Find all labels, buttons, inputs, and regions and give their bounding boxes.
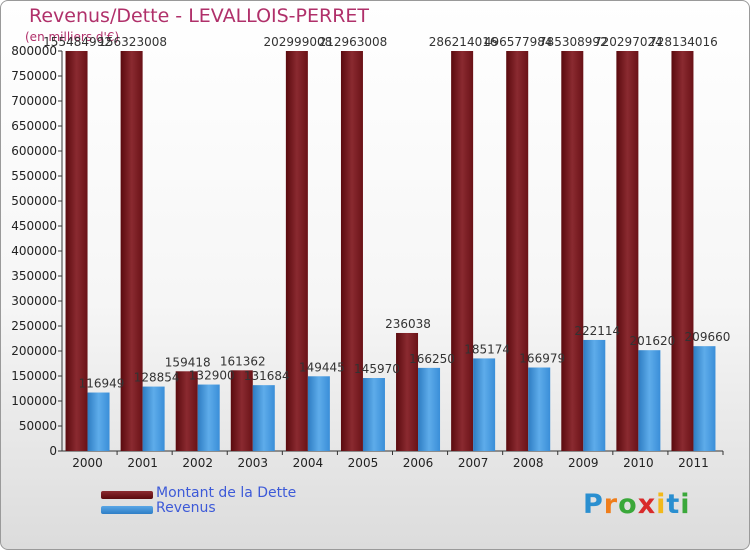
logo-letter: x bbox=[637, 489, 657, 520]
value-label-revenus-2001: 128854 bbox=[134, 371, 180, 385]
legend-label-dette: Montant de la Dette bbox=[156, 485, 297, 501]
logo-letter: i bbox=[656, 489, 667, 520]
legend-swatch-dette bbox=[101, 491, 153, 499]
chart-subtitle: (en milliers d'€) bbox=[25, 30, 120, 44]
legend-label-revenus: Revenus bbox=[156, 500, 216, 516]
bar-revenus-2009 bbox=[583, 339, 606, 451]
value-label-dette-2000: 155484992 bbox=[43, 35, 112, 49]
bar-revenus-2004 bbox=[307, 376, 330, 451]
logo-letter: o bbox=[618, 489, 638, 520]
bar-dette-2005 bbox=[340, 51, 363, 451]
x-tick-label: 2002 bbox=[182, 456, 213, 470]
bar-revenus-2002 bbox=[197, 384, 220, 451]
y-tick-label: 650000 bbox=[11, 119, 57, 133]
y-tick-label: 750000 bbox=[11, 69, 57, 83]
bar-revenus-2010 bbox=[638, 350, 661, 451]
bar-revenus-2006 bbox=[418, 367, 441, 451]
value-label-dette-2004: 202999008 bbox=[264, 35, 333, 49]
x-tick-label: 2000 bbox=[72, 456, 103, 470]
value-label-revenus-2002: 132900 bbox=[189, 369, 235, 383]
y-tick-label: 550000 bbox=[11, 169, 57, 183]
y-tick-label: 500000 bbox=[11, 194, 57, 208]
value-label-revenus-2003: 131684 bbox=[244, 369, 290, 383]
logo-letter: r bbox=[603, 489, 619, 520]
value-label-revenus-2008: 166979 bbox=[519, 352, 565, 366]
x-tick-label: 2011 bbox=[678, 456, 709, 470]
x-tick-label: 2007 bbox=[458, 456, 489, 470]
value-label-dette-2010: 720297024 bbox=[594, 35, 663, 49]
value-label-revenus-2004: 149445 bbox=[299, 360, 345, 374]
bar-revenus-2000 bbox=[87, 392, 110, 451]
bar-revenus-2011 bbox=[693, 346, 716, 451]
value-label-revenus-2007: 185174 bbox=[464, 342, 510, 356]
logo-letter: t bbox=[666, 489, 681, 520]
value-label-dette-2008: 496577984 bbox=[484, 35, 553, 49]
bar-dette-2000 bbox=[65, 51, 88, 451]
value-label-dette-2005: 212963008 bbox=[319, 35, 388, 49]
x-tick-label: 2003 bbox=[238, 456, 269, 470]
y-tick-label: 0 bbox=[49, 444, 57, 458]
y-tick-label: 800000 bbox=[11, 44, 57, 58]
bar-revenus-2008 bbox=[528, 367, 551, 451]
value-label-revenus-2009: 222114 bbox=[574, 324, 620, 338]
y-tick-label: 50000 bbox=[19, 419, 57, 433]
value-label-dette-2001: 156323008 bbox=[98, 35, 167, 49]
y-tick-label: 250000 bbox=[11, 319, 57, 333]
value-label-revenus-2005: 145970 bbox=[354, 362, 400, 376]
y-tick-label: 300000 bbox=[11, 294, 57, 308]
bar-dette-2008 bbox=[506, 51, 529, 451]
bar-dette-2003 bbox=[230, 370, 253, 451]
x-tick-label: 2005 bbox=[348, 456, 379, 470]
value-label-revenus-2006: 166250 bbox=[409, 352, 455, 366]
y-tick-label: 700000 bbox=[11, 94, 57, 108]
x-tick-label: 2006 bbox=[403, 456, 434, 470]
y-tick-label: 400000 bbox=[11, 244, 57, 258]
value-label-dette-2002: 159418 bbox=[165, 355, 211, 369]
bar-dette-2007 bbox=[451, 51, 474, 451]
proxiti-logo: Proxiti bbox=[583, 489, 691, 520]
y-tick-label: 600000 bbox=[11, 144, 57, 158]
y-tick-label: 150000 bbox=[11, 369, 57, 383]
x-tick-label: 2010 bbox=[623, 456, 654, 470]
bar-dette-2010 bbox=[616, 51, 639, 451]
bar-revenus-2005 bbox=[362, 378, 385, 451]
value-label-dette-2007: 286214016 bbox=[429, 35, 498, 49]
value-label-dette-2011: 728134016 bbox=[649, 35, 718, 49]
chart-bars bbox=[65, 51, 716, 451]
y-tick-label: 200000 bbox=[11, 344, 57, 358]
bar-dette-2011 bbox=[671, 51, 694, 451]
bar-dette-2001 bbox=[120, 51, 143, 451]
bar-revenus-2001 bbox=[142, 386, 165, 451]
y-tick-label: 450000 bbox=[11, 219, 57, 233]
chart-axes: 0 50000 100000 150000 200000 250000 300000 3500… bbox=[11, 44, 724, 470]
x-tick-label: 2009 bbox=[568, 456, 599, 470]
x-tick-label: 2004 bbox=[293, 456, 324, 470]
logo-letter: i bbox=[680, 489, 691, 520]
value-label-revenus-2010: 201620 bbox=[629, 334, 675, 348]
bar-revenus-2003 bbox=[252, 385, 275, 451]
bar-dette-2009 bbox=[561, 51, 584, 451]
bar-dette-2004 bbox=[285, 51, 308, 451]
y-tick-label: 100000 bbox=[11, 394, 57, 408]
bar-revenus-2007 bbox=[473, 358, 496, 451]
value-label-dette-2003: 161362 bbox=[220, 354, 266, 368]
bar-dette-2006 bbox=[396, 332, 419, 451]
value-label-dette-2006: 236038 bbox=[385, 317, 431, 331]
y-tick-label: 350000 bbox=[11, 269, 57, 283]
x-tick-label: 2001 bbox=[127, 456, 158, 470]
chart-value-labels: 155484992 116949 156323008 128854 1594181329… bbox=[43, 35, 730, 391]
logo-letter: P bbox=[583, 489, 604, 520]
value-label-dette-2009: 785308992 bbox=[539, 35, 608, 49]
chart-title: Revenus/Dette - LEVALLOIS-PERRET bbox=[29, 5, 370, 27]
value-label-revenus-2011: 209660 bbox=[685, 330, 731, 344]
bar-dette-2002 bbox=[175, 371, 198, 451]
value-label-revenus-2000: 116949 bbox=[79, 377, 125, 391]
x-tick-label: 2008 bbox=[513, 456, 544, 470]
legend-swatch-revenus bbox=[101, 506, 153, 514]
